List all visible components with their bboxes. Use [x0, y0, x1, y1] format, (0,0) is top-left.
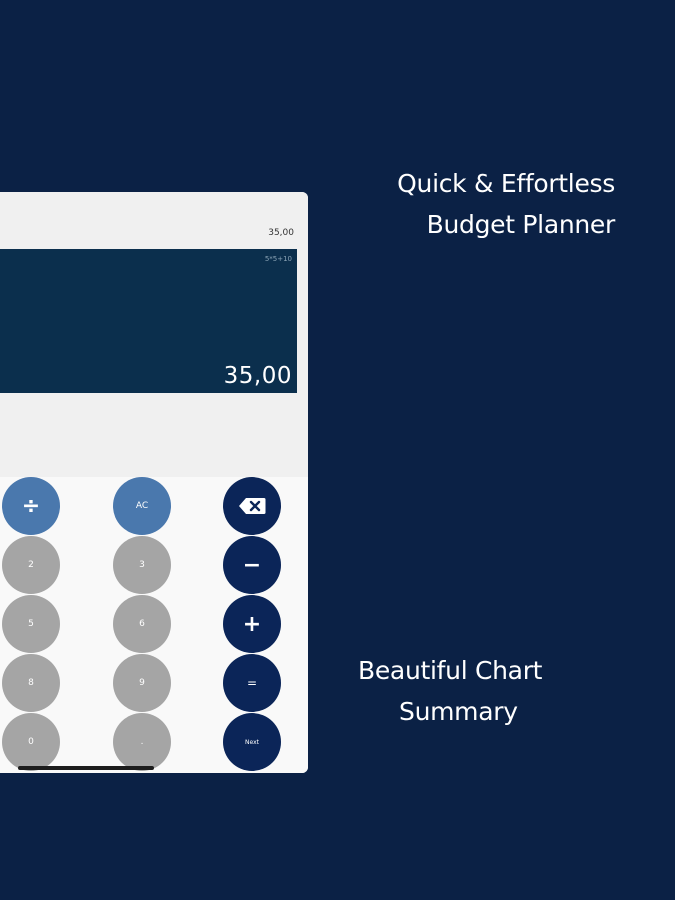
home-indicator: [18, 766, 154, 770]
digit-6-button[interactable]: 6: [113, 595, 171, 653]
divide-button[interactable]: ÷: [2, 477, 60, 535]
backspace-button[interactable]: [223, 477, 281, 535]
phone-screen: 35,00 5*5+10 35,00 ÷ AC 2 3 − 5 6 + 8 9 …: [0, 192, 308, 773]
promo-top-line1: Quick & Effortless: [397, 169, 615, 198]
digit-9-button[interactable]: 9: [113, 654, 171, 712]
digit-2-button[interactable]: 2: [2, 536, 60, 594]
clear-button[interactable]: AC: [113, 477, 171, 535]
digit-0-button[interactable]: 0: [2, 713, 60, 771]
keypad: ÷ AC 2 3 − 5 6 + 8 9 = 0 . Next: [0, 477, 308, 773]
next-button[interactable]: Next: [223, 713, 281, 771]
calculator-header: 35,00 5*5+10 35,00: [0, 192, 308, 477]
digit-8-button[interactable]: 8: [2, 654, 60, 712]
digit-5-button[interactable]: 5: [2, 595, 60, 653]
promo-headline-bottom: Beautiful Chart Summary: [358, 650, 542, 732]
digit-3-button[interactable]: 3: [113, 536, 171, 594]
expression-text: 5*5+10: [264, 255, 292, 263]
decimal-button[interactable]: .: [113, 713, 171, 771]
running-total: 35,00: [268, 228, 294, 238]
backspace-icon: [239, 498, 266, 514]
result-value: 35,00: [223, 363, 292, 389]
promo-bottom-line1: Beautiful Chart: [358, 656, 543, 685]
minus-button[interactable]: −: [223, 536, 281, 594]
promo-top-line2: Budget Planner: [426, 210, 616, 239]
calculator-display: 5*5+10 35,00: [0, 249, 297, 393]
equals-button[interactable]: =: [223, 654, 281, 712]
promo-headline-top: Quick & Effortless Budget Planner: [397, 163, 615, 245]
promo-bottom-line2: Summary: [399, 697, 518, 726]
plus-button[interactable]: +: [223, 595, 281, 653]
